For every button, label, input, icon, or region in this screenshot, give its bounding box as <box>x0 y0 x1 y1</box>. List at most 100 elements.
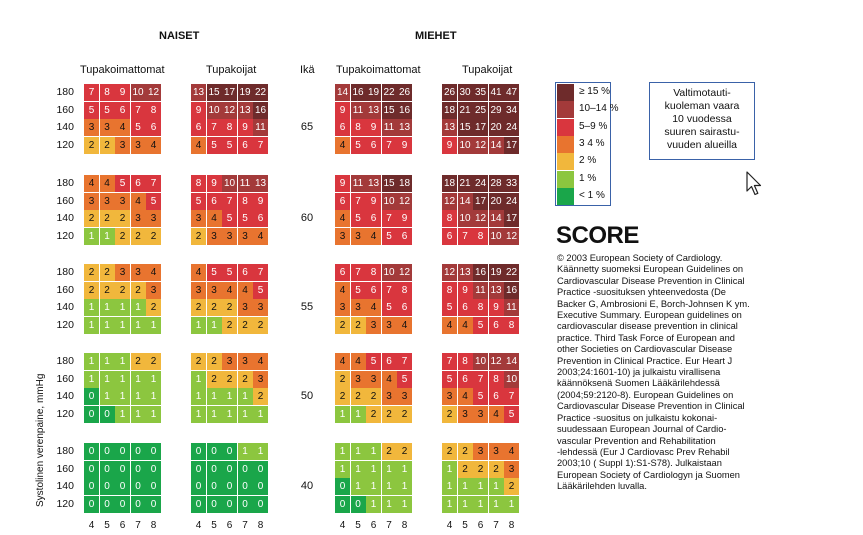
info-box: Valtimotauti-kuoleman vaara 10 vuodessa su… <box>649 82 755 160</box>
risk-cell: 1 <box>350 478 366 495</box>
risk-cell: 11 <box>350 101 366 119</box>
risk-cell: 1 <box>366 443 381 460</box>
risk-cell: 12 <box>473 210 488 227</box>
risk-cell: 18 <box>442 175 457 192</box>
risk-cell: 16 <box>397 101 412 119</box>
bp-label: 140 <box>56 480 74 492</box>
risk-cell: 1 <box>84 353 99 370</box>
risk-cell: 15 <box>206 84 222 101</box>
cholesterol-tick: 5 <box>104 520 110 531</box>
risk-cell: 10 <box>130 84 146 101</box>
risk-cell: 0 <box>146 495 161 513</box>
legend-label: 3 4 % <box>579 137 605 149</box>
risk-cell: 3 <box>350 299 366 316</box>
risk-cell: 47 <box>504 84 519 101</box>
risk-cell: 0 <box>206 443 222 460</box>
legend-frame <box>555 82 611 206</box>
risk-cell: 3 <box>222 227 237 245</box>
risk-cell: 3 <box>115 192 130 210</box>
risk-cell: 11 <box>504 299 519 316</box>
risk-cell: 15 <box>457 119 473 136</box>
risk-cell: 1 <box>350 405 366 423</box>
risk-cell: 1 <box>115 370 130 388</box>
legend-swatch <box>557 84 574 101</box>
risk-cell: 1 <box>381 478 397 495</box>
risk-cell: 6 <box>488 388 504 405</box>
risk-cell: 5 <box>504 405 519 423</box>
risk-cell: 2 <box>191 353 206 370</box>
risk-cell: 7 <box>253 136 268 154</box>
risk-cell: 9 <box>488 299 504 316</box>
cholesterol-tick: 8 <box>508 520 515 531</box>
risk-cell: 2 <box>350 388 366 405</box>
risk-cell: 3 <box>237 353 253 370</box>
risk-cell: 4 <box>488 405 504 423</box>
risk-cell: 4 <box>146 264 161 281</box>
risk-cell: 5 <box>222 210 237 227</box>
risk-cell: 6 <box>253 210 268 227</box>
risk-cell: 15 <box>381 175 397 192</box>
risk-cell: 4 <box>191 136 206 154</box>
cholesterol-tick: 7 <box>386 520 392 531</box>
risk-cell: 2 <box>335 316 350 334</box>
cholesterol-tick: 5 <box>211 520 217 531</box>
risk-cell: 2 <box>335 388 350 405</box>
risk-cell: 10 <box>381 264 397 281</box>
risk-cell: 8 <box>457 353 473 370</box>
risk-cell: 3 <box>381 388 397 405</box>
risk-cell: 3 <box>350 370 366 388</box>
score-logo: SCORE <box>556 222 639 249</box>
risk-cell: 2 <box>84 264 99 281</box>
risk-cell: 1 <box>473 495 488 513</box>
risk-cell: 1 <box>115 353 130 370</box>
risk-cell: 4 <box>191 264 206 281</box>
legend-swatch <box>557 101 574 119</box>
risk-cell: 6 <box>146 119 161 136</box>
risk-cell: 10 <box>381 192 397 210</box>
risk-cell: 6 <box>442 227 457 245</box>
risk-cell: 8 <box>473 227 488 245</box>
risk-cell: 3 <box>457 405 473 423</box>
risk-cell: 22 <box>253 84 268 101</box>
risk-cell: 8 <box>350 119 366 136</box>
risk-cell: 1 <box>488 478 504 495</box>
risk-cell: 7 <box>350 192 366 210</box>
risk-cell: 0 <box>222 443 237 460</box>
risk-cell: 0 <box>191 495 206 513</box>
risk-cell: 22 <box>504 264 519 281</box>
women-nonsmoker-header: Tupakoimattomat <box>80 64 165 76</box>
risk-cell: 2 <box>84 136 99 154</box>
risk-cell: 0 <box>115 460 130 478</box>
risk-cell: 12 <box>397 264 412 281</box>
risk-cell: 2 <box>457 460 473 478</box>
legend-item: 2 % <box>557 153 607 171</box>
risk-cell: 14 <box>488 136 504 154</box>
risk-cell: 7 <box>381 210 397 227</box>
risk-cell: 2 <box>366 388 381 405</box>
risk-cell: 19 <box>366 84 381 101</box>
risk-cell: 6 <box>366 210 381 227</box>
risk-cell: 6 <box>335 119 350 136</box>
risk-cell: 0 <box>146 460 161 478</box>
risk-cell: 17 <box>504 136 519 154</box>
risk-cell: 5 <box>366 353 381 370</box>
risk-cell: 10 <box>206 101 222 119</box>
risk-cell: 1 <box>442 460 457 478</box>
risk-cell: 4 <box>335 353 350 370</box>
risk-cell: 1 <box>206 388 222 405</box>
risk-cell: 1 <box>397 478 412 495</box>
risk-cell: 7 <box>504 388 519 405</box>
risk-cell: 2 <box>237 370 253 388</box>
risk-cell: 1 <box>366 478 381 495</box>
legend-swatch <box>557 153 574 171</box>
risk-cell: 3 <box>191 210 206 227</box>
risk-cell: 1 <box>115 316 130 334</box>
risk-cell: 2 <box>222 299 237 316</box>
bp-label: 140 <box>56 212 74 224</box>
risk-cell: 1 <box>222 388 237 405</box>
risk-cell: 18 <box>442 101 457 119</box>
cholesterol-tick: 5 <box>355 520 361 531</box>
risk-cell: 2 <box>222 370 237 388</box>
risk-cell: 1 <box>130 370 146 388</box>
risk-cell: 0 <box>350 495 366 513</box>
